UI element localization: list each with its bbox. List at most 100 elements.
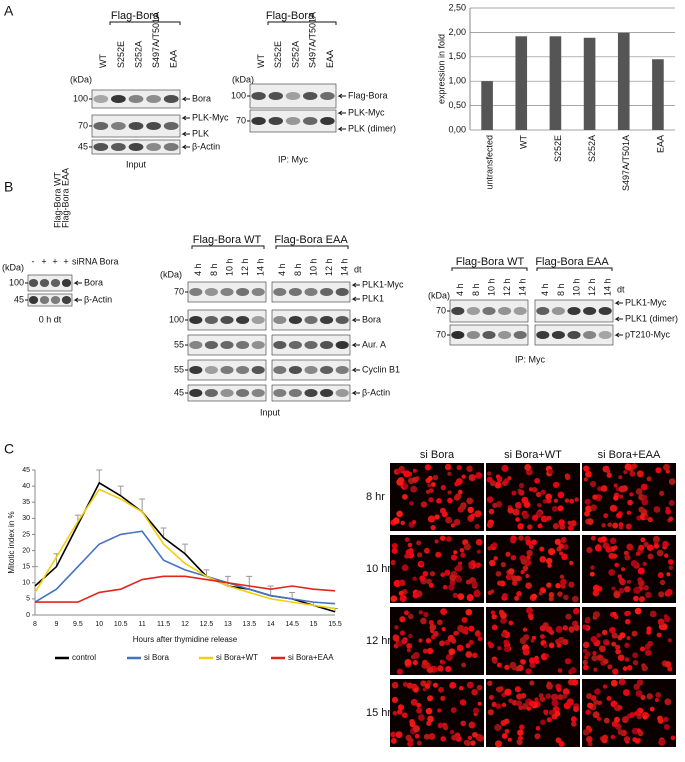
cell — [456, 644, 464, 652]
line — [34, 488, 336, 610]
row-label: 8 hr — [366, 491, 385, 503]
cell — [475, 562, 481, 569]
cell — [641, 498, 649, 506]
cell — [453, 518, 461, 526]
cell — [501, 733, 508, 739]
x-tick-label: 12 — [181, 621, 189, 628]
y-tick-label: 10 — [22, 580, 30, 587]
x-tick-label: 12.5 — [200, 621, 214, 628]
cell — [525, 606, 533, 614]
cell — [401, 564, 409, 572]
cell — [391, 543, 398, 549]
cell — [422, 687, 427, 692]
cell — [646, 629, 652, 635]
cell — [501, 480, 508, 487]
cell — [657, 572, 664, 579]
cell — [501, 702, 507, 708]
cell — [407, 613, 414, 620]
cell — [432, 630, 439, 638]
cell — [502, 592, 508, 599]
cell — [503, 718, 510, 725]
band — [111, 143, 126, 151]
band — [320, 341, 334, 349]
cell — [471, 652, 478, 659]
cell — [647, 640, 654, 647]
cell — [457, 489, 463, 495]
band — [236, 288, 250, 296]
cell — [630, 560, 638, 567]
cell — [409, 501, 414, 506]
lane-label: 12 h — [587, 278, 597, 296]
band-label: PLK1 (dimer) — [625, 313, 678, 323]
cell — [424, 683, 431, 689]
lane-label: 14 h — [256, 258, 266, 276]
cell — [426, 578, 432, 585]
line — [35, 575, 336, 603]
band — [288, 341, 302, 349]
cell — [494, 740, 502, 748]
cell — [560, 537, 567, 543]
cell — [440, 660, 446, 665]
error-bar — [289, 591, 296, 599]
lane-label: 14 h — [518, 278, 528, 296]
cell — [404, 610, 409, 616]
lane-label: S497A/T501A — [308, 12, 318, 68]
cell — [592, 650, 597, 656]
cell — [492, 502, 498, 509]
cell — [435, 551, 442, 558]
band — [466, 331, 480, 339]
cell — [562, 693, 568, 699]
cell — [487, 546, 492, 551]
cell — [534, 733, 541, 740]
band — [536, 307, 550, 315]
error-bar — [182, 543, 188, 554]
cell — [546, 582, 552, 588]
cell — [539, 634, 545, 640]
cell — [504, 664, 510, 670]
band — [251, 316, 265, 324]
cell — [531, 486, 538, 493]
cell — [442, 584, 448, 590]
cell — [528, 614, 534, 621]
cell — [488, 642, 495, 649]
band — [335, 288, 349, 296]
cell — [443, 725, 449, 731]
cell — [590, 504, 598, 511]
cell — [551, 693, 559, 701]
x-tick-label: 13.5 — [242, 621, 256, 628]
arrow — [351, 390, 360, 396]
x-tick-label: 15.5 — [328, 621, 342, 628]
cell — [613, 591, 621, 599]
kda-marker: 100 — [169, 314, 184, 324]
cell — [448, 584, 455, 591]
cell — [404, 537, 410, 543]
lane-label: S252E — [273, 41, 283, 68]
cell — [507, 737, 512, 742]
lane-label: 8 h — [209, 263, 219, 276]
cell — [663, 463, 670, 471]
caption: IP: Myc — [515, 354, 546, 364]
cell — [643, 541, 649, 547]
cell — [642, 561, 647, 566]
band — [583, 331, 597, 339]
panel-label: B — [4, 179, 13, 195]
cell — [658, 591, 665, 598]
cell — [587, 702, 594, 709]
cell — [636, 728, 642, 733]
cell — [390, 731, 396, 738]
cell — [603, 513, 609, 519]
cell — [670, 735, 676, 741]
cell — [413, 687, 419, 693]
lane-label: 4 h — [455, 283, 465, 296]
cell — [447, 471, 452, 476]
cell — [407, 740, 414, 747]
band — [28, 279, 39, 287]
cell — [618, 577, 625, 584]
lane-label: S252A — [133, 41, 143, 68]
cell — [466, 579, 471, 585]
cell — [617, 654, 625, 662]
kda-marker: 45 — [14, 294, 24, 304]
cell — [461, 474, 466, 479]
cell — [495, 687, 501, 692]
band — [302, 92, 318, 100]
